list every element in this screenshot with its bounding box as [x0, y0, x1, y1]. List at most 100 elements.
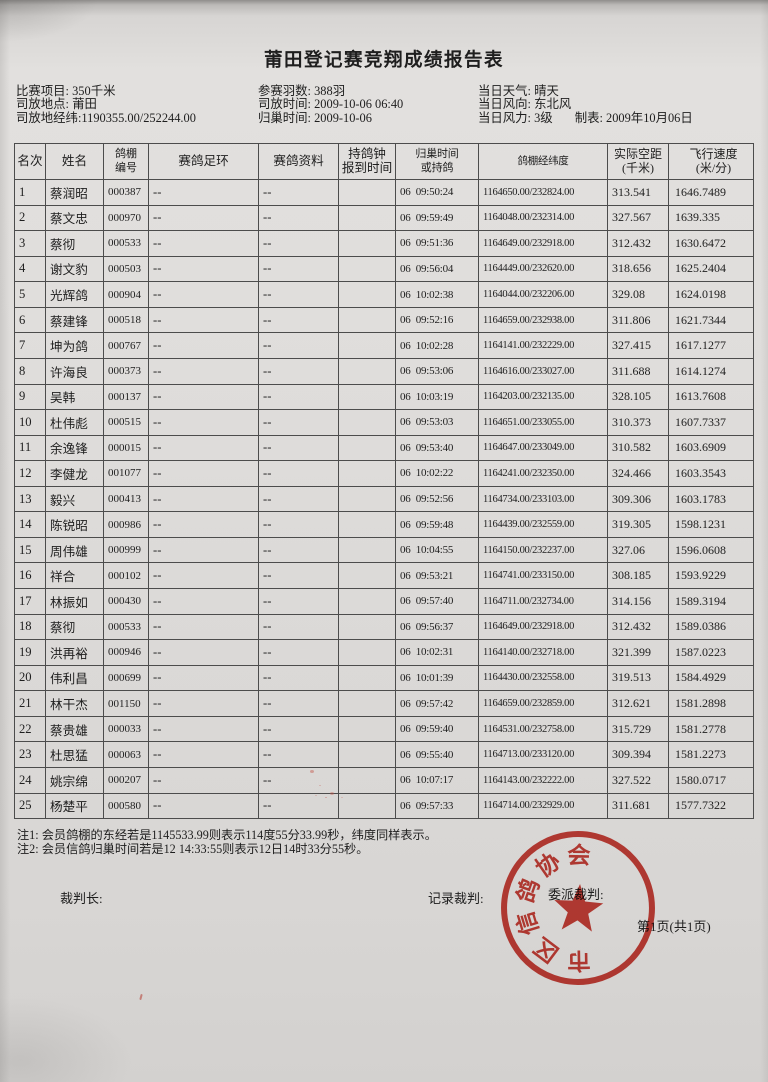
- table-row: 8 许海良 000373 -- -- 06 09:53:06 1164616.00/2330…: [14, 357, 754, 385]
- table-cell: 1164734.00/233103.00: [478, 485, 608, 513]
- info-wind-force-line: 当日风力: 3级 制表: 2009年10月06日: [478, 110, 693, 125]
- table-cell: --: [148, 792, 259, 820]
- red-ink-flecks: [139, 993, 143, 1001]
- table-row: 3 蔡彻 000533 -- -- 06 09:51:36 1164649.00/23291…: [14, 230, 754, 257]
- table-cell: 陈锐昭: [45, 511, 104, 538]
- table-cell: --: [148, 562, 259, 589]
- table-cell: 311.681: [607, 792, 669, 820]
- table-row: 15 周伟雄 000999 -- -- 06 10:04:55 1164150.00/232…: [14, 536, 754, 564]
- table-cell: 001077: [103, 460, 149, 487]
- table-cell: 06 09:53:06: [395, 357, 479, 385]
- table-cell: 蔡润昭: [45, 179, 104, 206]
- table-cell: 1164048.00/232314.00: [478, 204, 608, 232]
- table-cell: 蔡彻: [45, 613, 104, 641]
- table-cell: --: [258, 741, 339, 768]
- info-weather: 当日天气: 晴天: [478, 84, 559, 98]
- table-cell: 周伟雄: [45, 536, 104, 564]
- stamp-ring: [501, 831, 655, 985]
- table-cell: 000515: [103, 409, 149, 436]
- table-cell: 06 10:01:39: [395, 664, 479, 692]
- svg-text:鸽: 鸽: [512, 876, 545, 907]
- header-cell: 归巢时间 或持鸽: [395, 143, 479, 180]
- footnote-1: 注1: 会员鸽棚的东经若是1145533.99则表示114度55分33.99秒，…: [17, 828, 437, 842]
- info-entry-count: 参赛羽数: 388羽: [258, 84, 346, 98]
- header-cell: 赛鸽资料: [258, 143, 339, 180]
- table-cell: --: [148, 536, 259, 564]
- table-cell: 5: [14, 281, 46, 308]
- table-cell: --: [148, 715, 259, 743]
- table-cell: 1164650.00/232824.00: [478, 179, 608, 206]
- table-row: 11 余逸锋 000015 -- -- 06 09:53:40 1164647.00/233…: [14, 434, 754, 462]
- table-cell: 000533: [103, 613, 149, 641]
- table-cell: 06 10:03:19: [395, 383, 479, 411]
- table-cell: 327.567: [607, 204, 669, 232]
- table-cell: --: [148, 741, 259, 768]
- table-cell: --: [148, 766, 259, 794]
- table-cell: 杜思猛: [45, 741, 104, 768]
- table-cell: --: [258, 306, 339, 334]
- table-cell: 324.466: [607, 460, 669, 487]
- table-cell: --: [148, 511, 259, 538]
- table-cell: 06 10:07:17: [395, 766, 479, 794]
- table-cell: 1589.3194: [668, 588, 754, 615]
- table-cell: [338, 409, 396, 436]
- table-cell: 000102: [103, 562, 149, 589]
- table-cell: 000946: [103, 639, 149, 666]
- results-table: 名次 姓名 鸽棚 编号 赛鸽足环 赛鸽资料 持鸽钟 报到时间 归巢时间 或持鸽 鸽棚经纬度 实际空距(…: [14, 143, 754, 820]
- table-cell: [338, 230, 396, 257]
- table-cell: 1613.7608: [668, 383, 754, 411]
- table-cell: 000373: [103, 357, 149, 385]
- table-row: 13 毅兴 000413 -- -- 06 09:52:56 1164734.00/2331…: [14, 485, 754, 513]
- table-cell: 1164140.00/232718.00: [478, 639, 608, 666]
- table-cell: --: [258, 766, 339, 794]
- table-cell: 15: [14, 536, 46, 564]
- table-row: 4 谢文豹 000503 -- -- 06 09:56:04 1164449.00/2326…: [14, 255, 754, 283]
- table-cell: 318.656: [607, 255, 669, 283]
- table-cell: 24: [14, 766, 46, 794]
- table-cell: 18: [14, 613, 46, 641]
- table-row: 10 杜伟彪 000515 -- -- 06 09:53:03 1164651.00/233…: [14, 409, 754, 436]
- table-cell: --: [148, 588, 259, 615]
- table-cell: 06 09:59:40: [395, 715, 479, 743]
- table-row: 6 蔡建锋 000518 -- -- 06 09:52:16 1164659.00/2329…: [14, 306, 754, 334]
- table-cell: 9: [14, 383, 46, 411]
- table-cell: --: [258, 255, 339, 283]
- table-cell: 1164651.00/233055.00: [478, 409, 608, 436]
- table-cell: 000015: [103, 434, 149, 462]
- table-cell: 姚宗绵: [45, 766, 104, 794]
- table-cell: 1: [14, 179, 46, 206]
- table-cell: 000580: [103, 792, 149, 820]
- table-cell: 000413: [103, 485, 149, 513]
- table-cell: 11: [14, 434, 46, 462]
- table-cell: 1164044.00/232206.00: [478, 281, 608, 308]
- table-cell: 1164449.00/232620.00: [478, 255, 608, 283]
- info-wind-direction: 当日风向: 东北风: [478, 97, 572, 112]
- table-cell: [338, 690, 396, 717]
- table-cell: --: [148, 179, 259, 206]
- table-cell: [338, 715, 396, 743]
- footnotes: 注1: 会员鸽棚的东经若是1145533.99则表示114度55分33.99秒，…: [17, 828, 437, 857]
- table-cell: 313.541: [607, 179, 669, 206]
- table-cell: 06 09:53:03: [395, 409, 479, 436]
- table-cell: 308.185: [607, 562, 669, 589]
- table-cell: --: [258, 690, 339, 717]
- table-cell: 1164713.00/233120.00: [478, 741, 608, 768]
- table-cell: 杨楚平: [45, 792, 104, 820]
- table-cell: --: [148, 383, 259, 411]
- table-cell: 毅兴: [45, 485, 104, 513]
- table-cell: --: [148, 332, 259, 359]
- table-cell: --: [148, 255, 259, 283]
- table-cell: 1164711.00/232734.00: [478, 588, 608, 615]
- table-cell: 10: [14, 409, 46, 436]
- star-icon: [554, 883, 604, 932]
- table-cell: 1164439.00/232559.00: [478, 511, 608, 538]
- header-cell: 鸽棚 编号: [103, 143, 149, 180]
- table-cell: 1603.3543: [668, 460, 754, 487]
- info-made-date: 制表: 2009年10月06日: [574, 110, 693, 125]
- table-cell: 14: [14, 511, 46, 538]
- table-cell: 000137: [103, 383, 149, 411]
- table-cell: --: [258, 179, 339, 206]
- table-cell: 李健龙: [45, 460, 104, 487]
- table-row: 7 坤为鸽 000767 -- -- 06 10:02:28 1164141.00/2322…: [14, 332, 754, 359]
- table-cell: --: [148, 357, 259, 385]
